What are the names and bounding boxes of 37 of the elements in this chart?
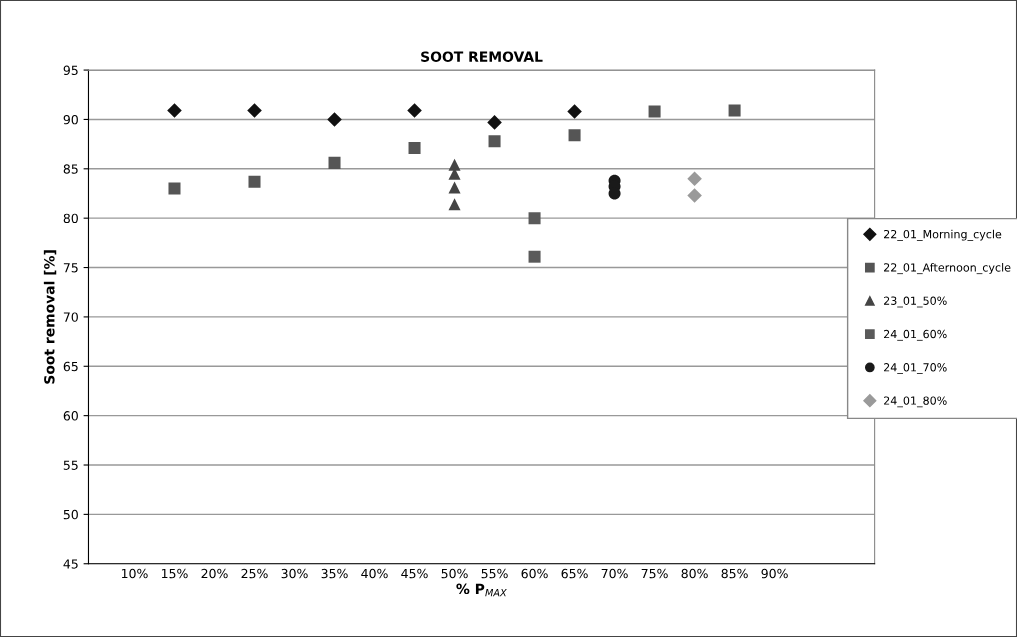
y-tick-label: 85 bbox=[63, 164, 78, 174]
x-tick-label: 65% bbox=[561, 568, 588, 579]
y-tick-label: 45 bbox=[63, 559, 78, 569]
x-tick-label: 60% bbox=[521, 568, 548, 579]
x-tick-label: 70% bbox=[601, 568, 628, 579]
x-tick-label: 85% bbox=[721, 568, 748, 579]
chart-title: SOOT REMOVAL bbox=[421, 51, 543, 62]
x-tick-label: 20% bbox=[201, 568, 228, 579]
y-tick-label: 90 bbox=[63, 114, 78, 125]
x-tick-label: 40% bbox=[361, 568, 388, 579]
y-tick-label: 50 bbox=[63, 509, 78, 520]
x-tick-label: 15% bbox=[161, 568, 188, 579]
x-tick-label: 25% bbox=[241, 568, 268, 579]
x-axis-title: % P$_{MAX}$ bbox=[456, 583, 507, 597]
y-tick-label: 80 bbox=[63, 213, 78, 224]
x-tick-label: 75% bbox=[641, 568, 668, 579]
y-tick-label: 70 bbox=[63, 312, 78, 322]
legend-label: 22_01_Morning_cycle bbox=[884, 229, 1002, 241]
x-tick-label: 90% bbox=[761, 568, 788, 579]
x-tick-label: 10% bbox=[121, 568, 148, 579]
x-tick-label: 35% bbox=[321, 568, 348, 579]
x-tick-label: 50% bbox=[441, 568, 468, 579]
legend-label: 24_01_70% bbox=[884, 363, 947, 374]
x-tick-label: 80% bbox=[681, 568, 708, 579]
x-tick-label: 45% bbox=[401, 568, 428, 579]
y-axis-title: Soot removal [%] bbox=[43, 250, 57, 384]
x-tick-label: 30% bbox=[281, 568, 308, 579]
x-tick-label: 55% bbox=[481, 568, 508, 579]
legend-label: 23_01_50% bbox=[884, 296, 947, 308]
legend-label: 22_01_Afternoon_cycle bbox=[884, 263, 1011, 275]
y-tick-label: 55 bbox=[63, 460, 78, 470]
legend-label: 24_01_80% bbox=[884, 396, 947, 408]
y-tick-label: 95 bbox=[63, 65, 78, 75]
legend-label: 24_01_60% bbox=[884, 329, 947, 341]
y-tick-label: 65 bbox=[63, 361, 78, 372]
y-tick-label: 75 bbox=[63, 263, 78, 273]
y-tick-label: 60 bbox=[63, 411, 78, 421]
